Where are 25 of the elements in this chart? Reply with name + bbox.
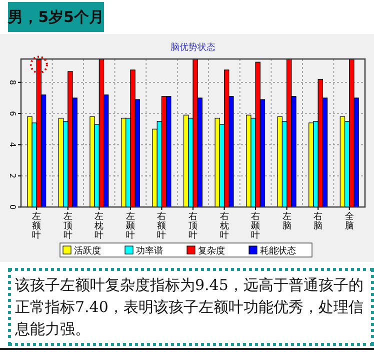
text: 该孩子左额叶复杂度指标为9.45，远高于普通孩子的正常指标7.40，表明该孩子左额叶功能优秀，处理信息能力强。 bbox=[8, 268, 374, 346]
y-tick-label: 8 bbox=[8, 80, 18, 85]
x-tick-label: 左脑 bbox=[282, 211, 292, 232]
x-tick-label: 左顶叶 bbox=[63, 211, 72, 241]
legend-label: 耗能状态 bbox=[260, 246, 296, 256]
x-tick-label: 右顶叶 bbox=[188, 211, 198, 241]
y-tick-label: 2 bbox=[8, 173, 18, 178]
y-tick-label: 4 bbox=[8, 142, 18, 148]
legend-label: 活跃度 bbox=[74, 246, 101, 256]
x-tick-label: 左额叶 bbox=[32, 211, 42, 241]
text: 男，5岁5个月 bbox=[8, 2, 104, 32]
x-tick-label: 左枕叶 bbox=[94, 211, 104, 241]
legend-label: 功率谱 bbox=[136, 246, 163, 256]
bar bbox=[90, 116, 95, 208]
y-tick-label: 0 bbox=[8, 204, 18, 210]
x-tick-label: 左颞叶 bbox=[126, 211, 135, 241]
x-tick-label: 右颞叶 bbox=[251, 211, 260, 241]
x-tick-label: 右脑 bbox=[314, 211, 323, 232]
x-tick-label: 右额叶 bbox=[157, 211, 166, 241]
chart-title: 脑优势状态 bbox=[170, 42, 216, 53]
x-tick-label: 右枕叶 bbox=[218, 211, 229, 241]
y-tick-label: 6 bbox=[8, 110, 18, 116]
legend-label: 复杂度 bbox=[198, 246, 225, 256]
x-tick-label: 全脑 bbox=[344, 211, 354, 232]
bar bbox=[214, 118, 220, 208]
